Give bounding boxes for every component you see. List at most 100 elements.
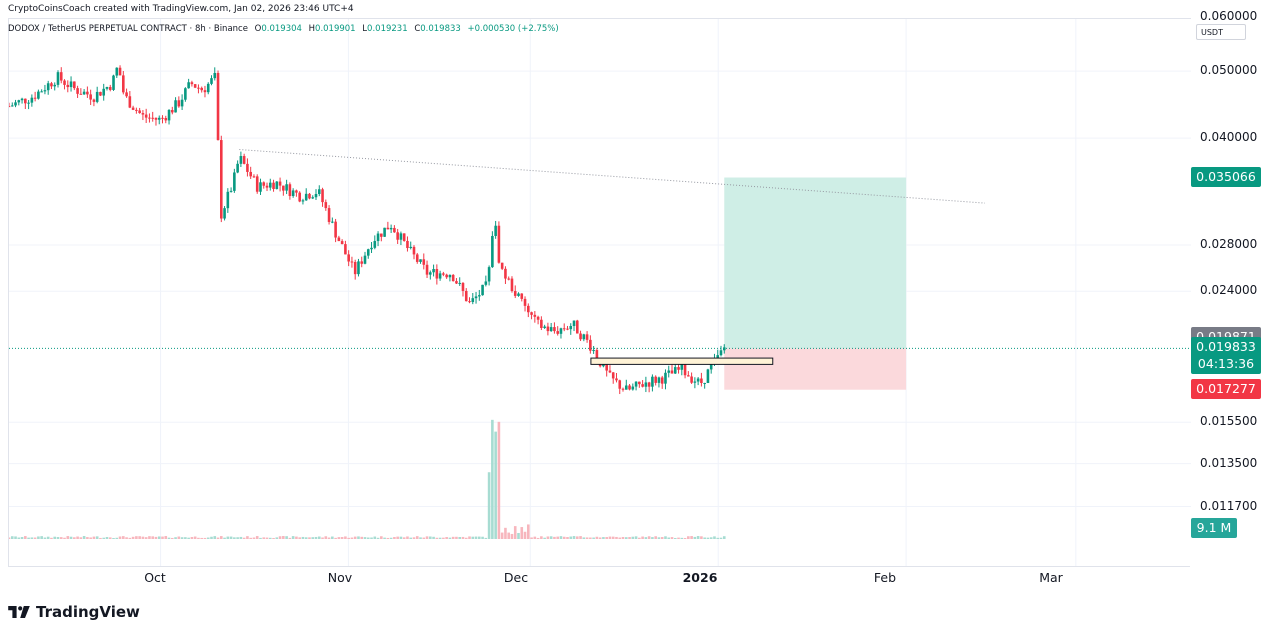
- candle-body: [641, 384, 644, 387]
- volume-bar: [308, 537, 311, 539]
- volume-bar: [448, 537, 452, 539]
- price-axis[interactable]: USDT 0.060000 0.050000 0.040000 0.028000 0.0…: [1190, 9, 1280, 566]
- volume-bar: [229, 536, 233, 539]
- candle-body: [380, 233, 383, 237]
- candle-body: [304, 193, 308, 201]
- volume-bar: [347, 537, 350, 539]
- volume-bar: [376, 537, 380, 539]
- candle-body: [141, 113, 145, 115]
- candle-body: [654, 376, 657, 383]
- candle-body: [73, 81, 76, 89]
- candle-body: [464, 290, 468, 302]
- volume-bar: [118, 536, 122, 539]
- volume-bar: [108, 537, 112, 539]
- chart-pane[interactable]: [7, 16, 1191, 567]
- time-axis[interactable]: Oct Nov Dec 2026 Feb Mar: [8, 566, 1190, 591]
- volume-bar: [56, 537, 60, 539]
- candle-body: [631, 386, 635, 390]
- candle-body: [353, 262, 357, 275]
- candle-body: [223, 208, 226, 219]
- volume-bar: [536, 537, 540, 539]
- volume-bar: [425, 536, 429, 539]
- price-chart[interactable]: [7, 16, 1191, 567]
- candle-body: [722, 347, 726, 351]
- time-label-nov: Nov: [327, 570, 353, 585]
- candle-body: [79, 93, 83, 95]
- close-label: C: [414, 24, 421, 34]
- volume-bar: [458, 536, 462, 539]
- candle-body: [553, 327, 556, 332]
- candle-body: [157, 117, 161, 120]
- candle-body: [138, 110, 141, 114]
- volume-bar: [268, 537, 272, 539]
- volume-bar: [360, 536, 364, 539]
- candle-body: [200, 87, 203, 91]
- volume-bar: [151, 536, 155, 539]
- candle-body: [7, 106, 11, 108]
- candle-body: [481, 284, 484, 296]
- volume-bar: [14, 536, 17, 539]
- candle-body: [415, 254, 419, 262]
- volume-bar: [53, 536, 57, 539]
- volume-bar: [27, 537, 30, 539]
- price-tick-label: 0.015500: [1200, 414, 1258, 429]
- candle-body: [399, 233, 403, 240]
- candle-body: [438, 273, 442, 279]
- candle-body: [193, 84, 197, 88]
- candle-body: [451, 274, 455, 282]
- volume-bar: [321, 537, 324, 539]
- volume-bar: [657, 537, 661, 539]
- volume-bar: [556, 536, 559, 539]
- candle-body: [530, 312, 533, 315]
- candle-body: [546, 326, 550, 332]
- time-label-mar: Mar: [1039, 570, 1063, 585]
- volume-bar: [43, 537, 47, 539]
- candle-body: [419, 259, 422, 262]
- candle-body: [317, 189, 321, 195]
- candle-body: [308, 193, 311, 199]
- volume-bar: [288, 537, 292, 539]
- volume-bar: [210, 536, 213, 539]
- candle-body: [187, 82, 190, 89]
- volume-bar: [487, 472, 491, 539]
- volume-bar: [262, 537, 266, 539]
- volume-bar: [611, 536, 615, 539]
- target-price-tag: 0.035066: [1191, 166, 1261, 187]
- volume-bar: [510, 533, 514, 539]
- volume-bar: [380, 536, 383, 539]
- volume-bar: [144, 537, 148, 539]
- candle-body: [357, 261, 360, 275]
- candle-body: [122, 75, 125, 93]
- candle-body: [82, 91, 86, 95]
- tradingview-brand[interactable]: TradingView: [8, 603, 140, 621]
- candle-body: [206, 83, 210, 93]
- candle-body: [517, 293, 520, 296]
- volume-bar: [546, 536, 550, 539]
- volume-bar: [402, 537, 406, 539]
- volume-bar: [327, 537, 331, 539]
- volume-bar: [595, 536, 599, 539]
- candle-body: [210, 78, 213, 84]
- candle-body: [582, 334, 586, 340]
- candle-body: [700, 378, 703, 383]
- volume-bar: [409, 537, 413, 539]
- candle-body: [670, 370, 674, 374]
- volume-bar: [69, 536, 73, 539]
- candle-body: [301, 200, 305, 202]
- volume-bar: [177, 536, 181, 539]
- candle-body: [543, 326, 546, 328]
- candle-body: [324, 202, 328, 209]
- candle-body: [69, 81, 73, 88]
- candle-body: [190, 82, 194, 85]
- volume-bar: [63, 537, 66, 539]
- volume-bar: [442, 537, 445, 539]
- volume-bar: [696, 536, 700, 539]
- candle-body: [30, 97, 34, 103]
- candle-body: [409, 246, 413, 249]
- candle-body: [556, 331, 559, 334]
- currency-selector[interactable]: USDT: [1196, 24, 1246, 40]
- volume-bar: [549, 536, 553, 539]
- candle-body: [448, 274, 452, 278]
- time-label-feb: Feb: [873, 570, 897, 585]
- volume-bar: [474, 536, 478, 539]
